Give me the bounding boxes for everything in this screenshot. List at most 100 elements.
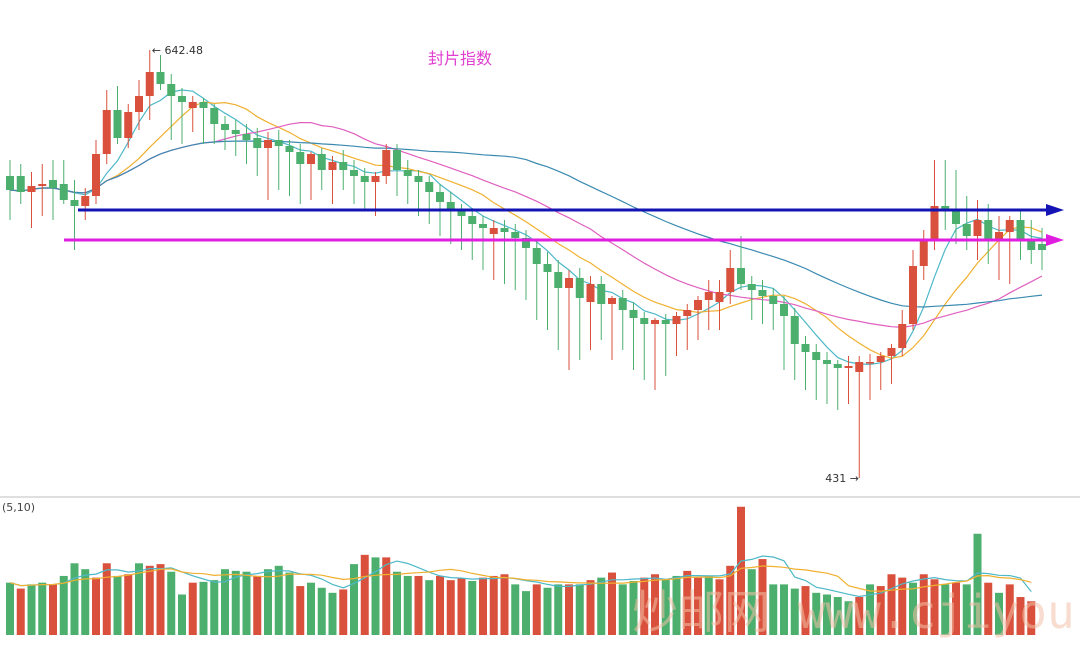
volume-bar: [49, 584, 57, 635]
horizontal-line-arrow: [1046, 234, 1064, 246]
volume-bar: [382, 557, 391, 635]
candle-body: [973, 220, 982, 236]
volume-bar: [145, 565, 154, 635]
volume-bar: [747, 569, 756, 635]
candle-body: [694, 300, 702, 310]
volume-bar: [565, 584, 573, 635]
candle-body: [1027, 240, 1036, 250]
candle-body: [737, 268, 745, 284]
volume-bar: [113, 575, 122, 635]
candle: [16, 164, 25, 204]
candle-body: [769, 296, 778, 304]
candle: [468, 208, 477, 260]
candle: [317, 148, 326, 190]
volume-params-label: (5,10): [2, 501, 35, 514]
candle: [339, 150, 348, 190]
candle-body: [178, 96, 186, 102]
candle: [500, 220, 509, 284]
volume-bar: [833, 597, 842, 635]
candle: [188, 96, 197, 132]
candle-body: [1038, 244, 1046, 250]
candle-body: [264, 140, 272, 148]
volume-bar: [135, 563, 143, 635]
candle: [135, 80, 143, 130]
volume-bar: [199, 581, 208, 635]
volume-bar: [984, 582, 993, 635]
candle: [522, 230, 530, 300]
candle: [382, 144, 391, 184]
candle: [27, 172, 36, 228]
volume-bar: [403, 575, 412, 635]
candle: [307, 152, 315, 200]
candle-body: [876, 356, 885, 362]
volume-bar: [16, 588, 25, 635]
candle: [930, 160, 939, 250]
candle: [941, 160, 950, 230]
volume-bar: [253, 575, 262, 635]
candle-body: [307, 154, 315, 164]
candle: [113, 86, 122, 144]
candle: [683, 304, 692, 350]
candle-body: [350, 170, 358, 176]
candle-body: [27, 186, 36, 192]
candle: [887, 344, 896, 384]
volume-bar: [726, 565, 735, 635]
candle: [393, 144, 401, 196]
high-price-label: ← 642.48: [152, 44, 203, 57]
volume-bar: [425, 580, 434, 635]
candle: [70, 180, 79, 250]
candle-body: [984, 220, 993, 240]
candle-body: [479, 224, 487, 228]
volume-bar: [393, 571, 401, 635]
candle: [403, 160, 412, 204]
candle: [769, 288, 778, 330]
candle: [285, 140, 294, 196]
ma5-line: [9, 89, 1043, 366]
volume-bar: [446, 580, 455, 635]
volume-bar: [489, 575, 498, 635]
watermark: 炒邮网 www.cjiyou.net: [632, 585, 1080, 639]
candle-body: [145, 72, 154, 96]
candle-body: [629, 310, 638, 318]
volume-bar: [1005, 584, 1014, 635]
candle-body: [371, 176, 380, 182]
volume-bar: [930, 579, 939, 635]
candle-body: [855, 362, 864, 372]
candle-body: [124, 112, 133, 138]
candle-body: [780, 304, 788, 316]
candle: [274, 130, 283, 190]
volume-bar: [758, 559, 767, 635]
candle: [328, 156, 337, 204]
volume-bar: [1027, 601, 1036, 635]
candle: [167, 74, 176, 140]
candle-body: [113, 110, 122, 138]
volume-bar: [898, 577, 907, 635]
volume-bar: [952, 582, 960, 635]
candle: [952, 170, 960, 244]
volume-bar: [81, 569, 90, 635]
candle-body: [199, 102, 208, 108]
volume-bar: [285, 572, 294, 635]
volume-bar: [360, 554, 369, 635]
candle-body: [651, 320, 659, 324]
candle: [565, 270, 573, 370]
volume-bar: [919, 574, 928, 635]
volume-bar: [296, 586, 305, 635]
candle-body: [500, 228, 509, 232]
volume-bar: [973, 533, 982, 635]
volume-bar: [242, 571, 251, 635]
volume-bar: [1016, 597, 1025, 635]
candle-body: [167, 84, 176, 96]
candle: [49, 160, 57, 220]
volume-bar: [38, 582, 47, 635]
candle-body: [887, 348, 896, 356]
candle-body: [833, 364, 842, 368]
candle: [156, 55, 165, 90]
candle: [909, 250, 917, 330]
candle: [919, 230, 928, 280]
candle: [694, 296, 702, 340]
candle: [253, 128, 262, 176]
candle: [866, 354, 874, 400]
